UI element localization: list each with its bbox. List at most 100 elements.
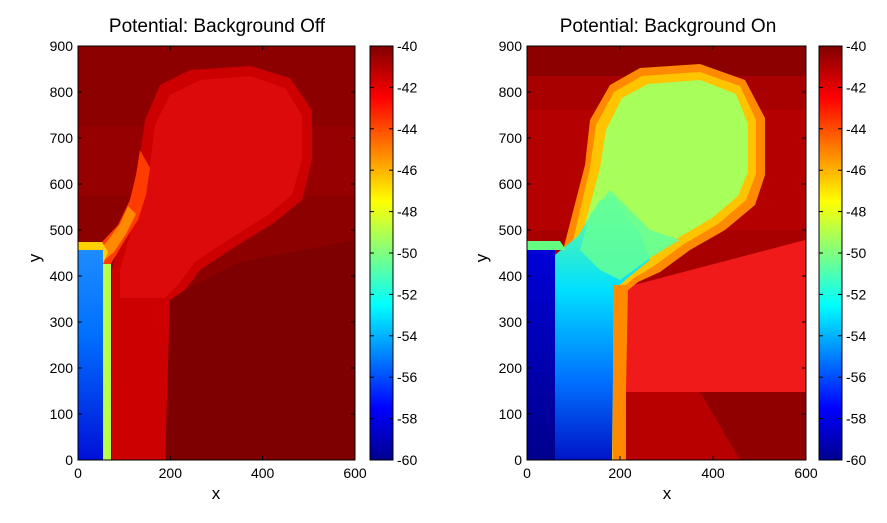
colorbar-tick: -46	[819, 162, 866, 178]
x-tick: 600	[794, 46, 818, 481]
colorbar-tick-label: -48	[397, 204, 417, 220]
chart-background-on: Potential: Background On 0 100 200 300 400 50…	[472, 16, 866, 503]
colorbar-tick: -48	[819, 204, 866, 220]
colorbar-tick: -56	[370, 369, 417, 385]
x-tick: 200	[159, 46, 183, 481]
x-tick: 0	[74, 46, 82, 481]
neck-highlight	[96, 206, 136, 262]
x-tick: 400	[701, 46, 725, 481]
colorbar-tick-label: -52	[846, 286, 866, 302]
y-tick-label: 300	[499, 314, 523, 330]
y-tick: 700	[499, 130, 806, 146]
colorbar-tick: -44	[819, 121, 866, 137]
axes-frame	[77, 45, 356, 461]
y-tick: 300	[50, 314, 355, 330]
y-tick-label: 800	[50, 84, 74, 100]
y-tick: 200	[499, 360, 806, 376]
y-axis-label: y	[25, 253, 44, 262]
y-tick-label: 200	[499, 360, 523, 376]
colorbar-tick-label: -44	[397, 121, 417, 137]
x-axis-ticks: 0 200 400 600	[523, 46, 818, 481]
y-axis-label: y	[472, 253, 491, 262]
colorbar-ticks: -40 -42 -44 -46 -48 -50 -52 -54 -56 -58 -60	[370, 38, 417, 468]
heatmap-region-lower-right-zone	[165, 240, 355, 460]
colorbar-tick-label: -56	[846, 369, 866, 385]
x-tick-label: 200	[608, 465, 632, 481]
x-tick-label: 0	[74, 465, 82, 481]
y-tick: 0	[514, 452, 806, 468]
x-axis-ticks: 0 200 400 600	[74, 46, 367, 481]
heatmap-region-bulb-body	[575, 80, 748, 460]
heatmap-region-right-block	[615, 240, 805, 392]
x-tick-label: 600	[794, 465, 818, 481]
y-tick-label: 100	[499, 406, 523, 422]
y-tick-label: 900	[50, 38, 74, 54]
colorbar-tick: -44	[370, 121, 417, 137]
heatmap-region-left-contact	[527, 250, 555, 460]
y-tick: 700	[50, 130, 355, 146]
heatmap-region-left-contact	[78, 250, 103, 460]
y-tick-label: 0	[65, 452, 73, 468]
colorbar-tick-label: -54	[397, 328, 417, 344]
y-tick-label: 400	[50, 268, 74, 284]
plot-area	[527, 46, 806, 460]
y-tick: 100	[499, 406, 806, 422]
x-tick: 0	[523, 46, 531, 481]
y-tick-label: 900	[499, 38, 523, 54]
x-tick-label: 200	[159, 465, 183, 481]
colorbar-tick-label: -54	[846, 328, 866, 344]
y-axis-ticks: 0 100 200 300 400 500 600 700 800 900	[50, 38, 355, 468]
colorbar-tick-label: -42	[397, 79, 417, 95]
colorbar-tick-label: -50	[846, 245, 866, 261]
colorbar-tick-label: -44	[846, 121, 866, 137]
colorbar-tick-label: -56	[397, 369, 417, 385]
chart-title: Potential: Background Off	[109, 16, 326, 37]
y-tick-label: 400	[499, 268, 523, 284]
colorbar-tick: -50	[819, 245, 866, 261]
colorbar-tick: -40	[370, 38, 417, 54]
y-tick-label: 300	[50, 314, 74, 330]
x-tick-label: 600	[343, 465, 367, 481]
colorbar-tick: -58	[370, 411, 417, 427]
colorbar-tick: -46	[370, 162, 417, 178]
y-tick: 500	[50, 222, 355, 238]
y-tick-label: 100	[50, 406, 74, 422]
colorbar-tick-label: -50	[397, 245, 417, 261]
colorbar-tick-label: -46	[397, 162, 417, 178]
y-tick: 900	[50, 38, 355, 54]
colorbar-tick-label: -40	[846, 38, 866, 54]
colorbar-tick: -60	[819, 452, 866, 468]
heatmap-region-bulb-body	[120, 76, 302, 298]
chart-background-off: Potential: Background Off 0 100 200 300 400 5…	[25, 16, 417, 503]
y-tick-label: 700	[50, 130, 74, 146]
colorbar-tick-label: -58	[846, 411, 866, 427]
x-tick: 200	[608, 46, 632, 481]
colorbar-tick: -60	[370, 452, 417, 468]
y-tick: 400	[499, 268, 806, 284]
y-tick: 600	[50, 176, 355, 192]
y-tick: 500	[499, 222, 806, 238]
heatmap-region-left-contact-top	[527, 241, 566, 250]
y-tick-label: 200	[50, 360, 74, 376]
heatmap-region-left-contact-edge	[103, 264, 111, 460]
y-tick: 400	[50, 268, 355, 284]
y-tick-label: 500	[50, 222, 74, 238]
y-tick: 800	[50, 84, 355, 100]
y-tick-label: 0	[514, 452, 522, 468]
x-tick: 600	[343, 46, 367, 481]
y-tick: 900	[499, 38, 806, 54]
colorbar-tick-label: -48	[846, 204, 866, 220]
stem-green-fan	[580, 190, 680, 280]
y-tick: 300	[499, 314, 806, 330]
plot-area	[78, 46, 355, 460]
x-tick-label: 0	[523, 465, 531, 481]
colorbar-tick-label: -60	[397, 452, 417, 468]
colorbar-tick: -54	[819, 328, 866, 344]
x-axis-label: x	[212, 484, 221, 503]
y-axis-ticks: 0 100 200 300 400 500 600 700 800 900	[499, 38, 806, 468]
y-tick: 600	[499, 176, 806, 192]
y-tick: 200	[50, 360, 355, 376]
colorbar-tick: -42	[819, 79, 866, 95]
colorbar-tick-label: -42	[846, 79, 866, 95]
